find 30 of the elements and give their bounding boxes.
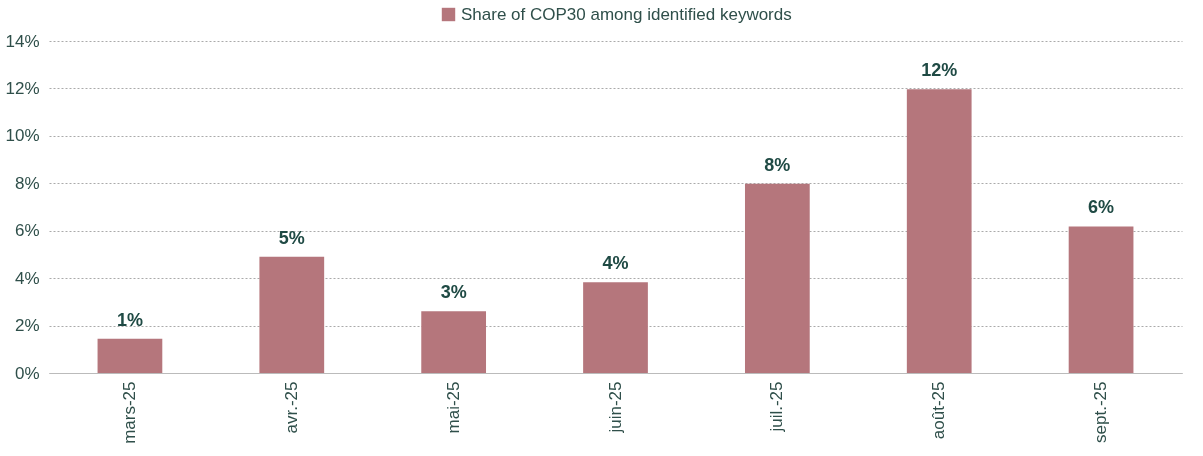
bar bbox=[259, 256, 325, 373]
text: 3% bbox=[440, 282, 467, 303]
bar bbox=[744, 183, 810, 373]
x-tick-label: août-25 bbox=[929, 381, 949, 440]
bar bbox=[906, 89, 972, 373]
x-tick-label: avr.-25 bbox=[281, 381, 301, 434]
text: 6% bbox=[1088, 197, 1115, 218]
y-tick-label: 8% bbox=[14, 173, 40, 193]
text: 1% bbox=[116, 309, 143, 330]
text: 4% bbox=[602, 253, 629, 274]
x-tick-label: juil.-25 bbox=[767, 381, 787, 433]
bar bbox=[583, 282, 648, 373]
y-tick-label: 6% bbox=[14, 221, 40, 241]
y-tick-label: 12% bbox=[5, 78, 40, 98]
x-tick-label: mars-25 bbox=[119, 381, 139, 444]
y-tick-label: 2% bbox=[14, 316, 40, 336]
bar bbox=[1068, 226, 1134, 373]
legend-label: Share of COP30 among identified keywords bbox=[461, 4, 792, 24]
y-tick-label: 10% bbox=[5, 126, 40, 146]
y-tick-label: 0% bbox=[14, 363, 40, 383]
bar bbox=[421, 311, 487, 373]
text: 8% bbox=[764, 154, 791, 175]
y-tick-label: 14% bbox=[5, 31, 40, 51]
x-tick-label: mai-25 bbox=[443, 381, 463, 434]
text: 12% bbox=[921, 60, 958, 81]
bar bbox=[97, 338, 163, 373]
text: 5% bbox=[278, 227, 305, 248]
x-tick-label: sept.-25 bbox=[1091, 381, 1111, 443]
x-tick-label: juin-25 bbox=[605, 381, 625, 434]
y-tick-label: 4% bbox=[14, 268, 40, 288]
